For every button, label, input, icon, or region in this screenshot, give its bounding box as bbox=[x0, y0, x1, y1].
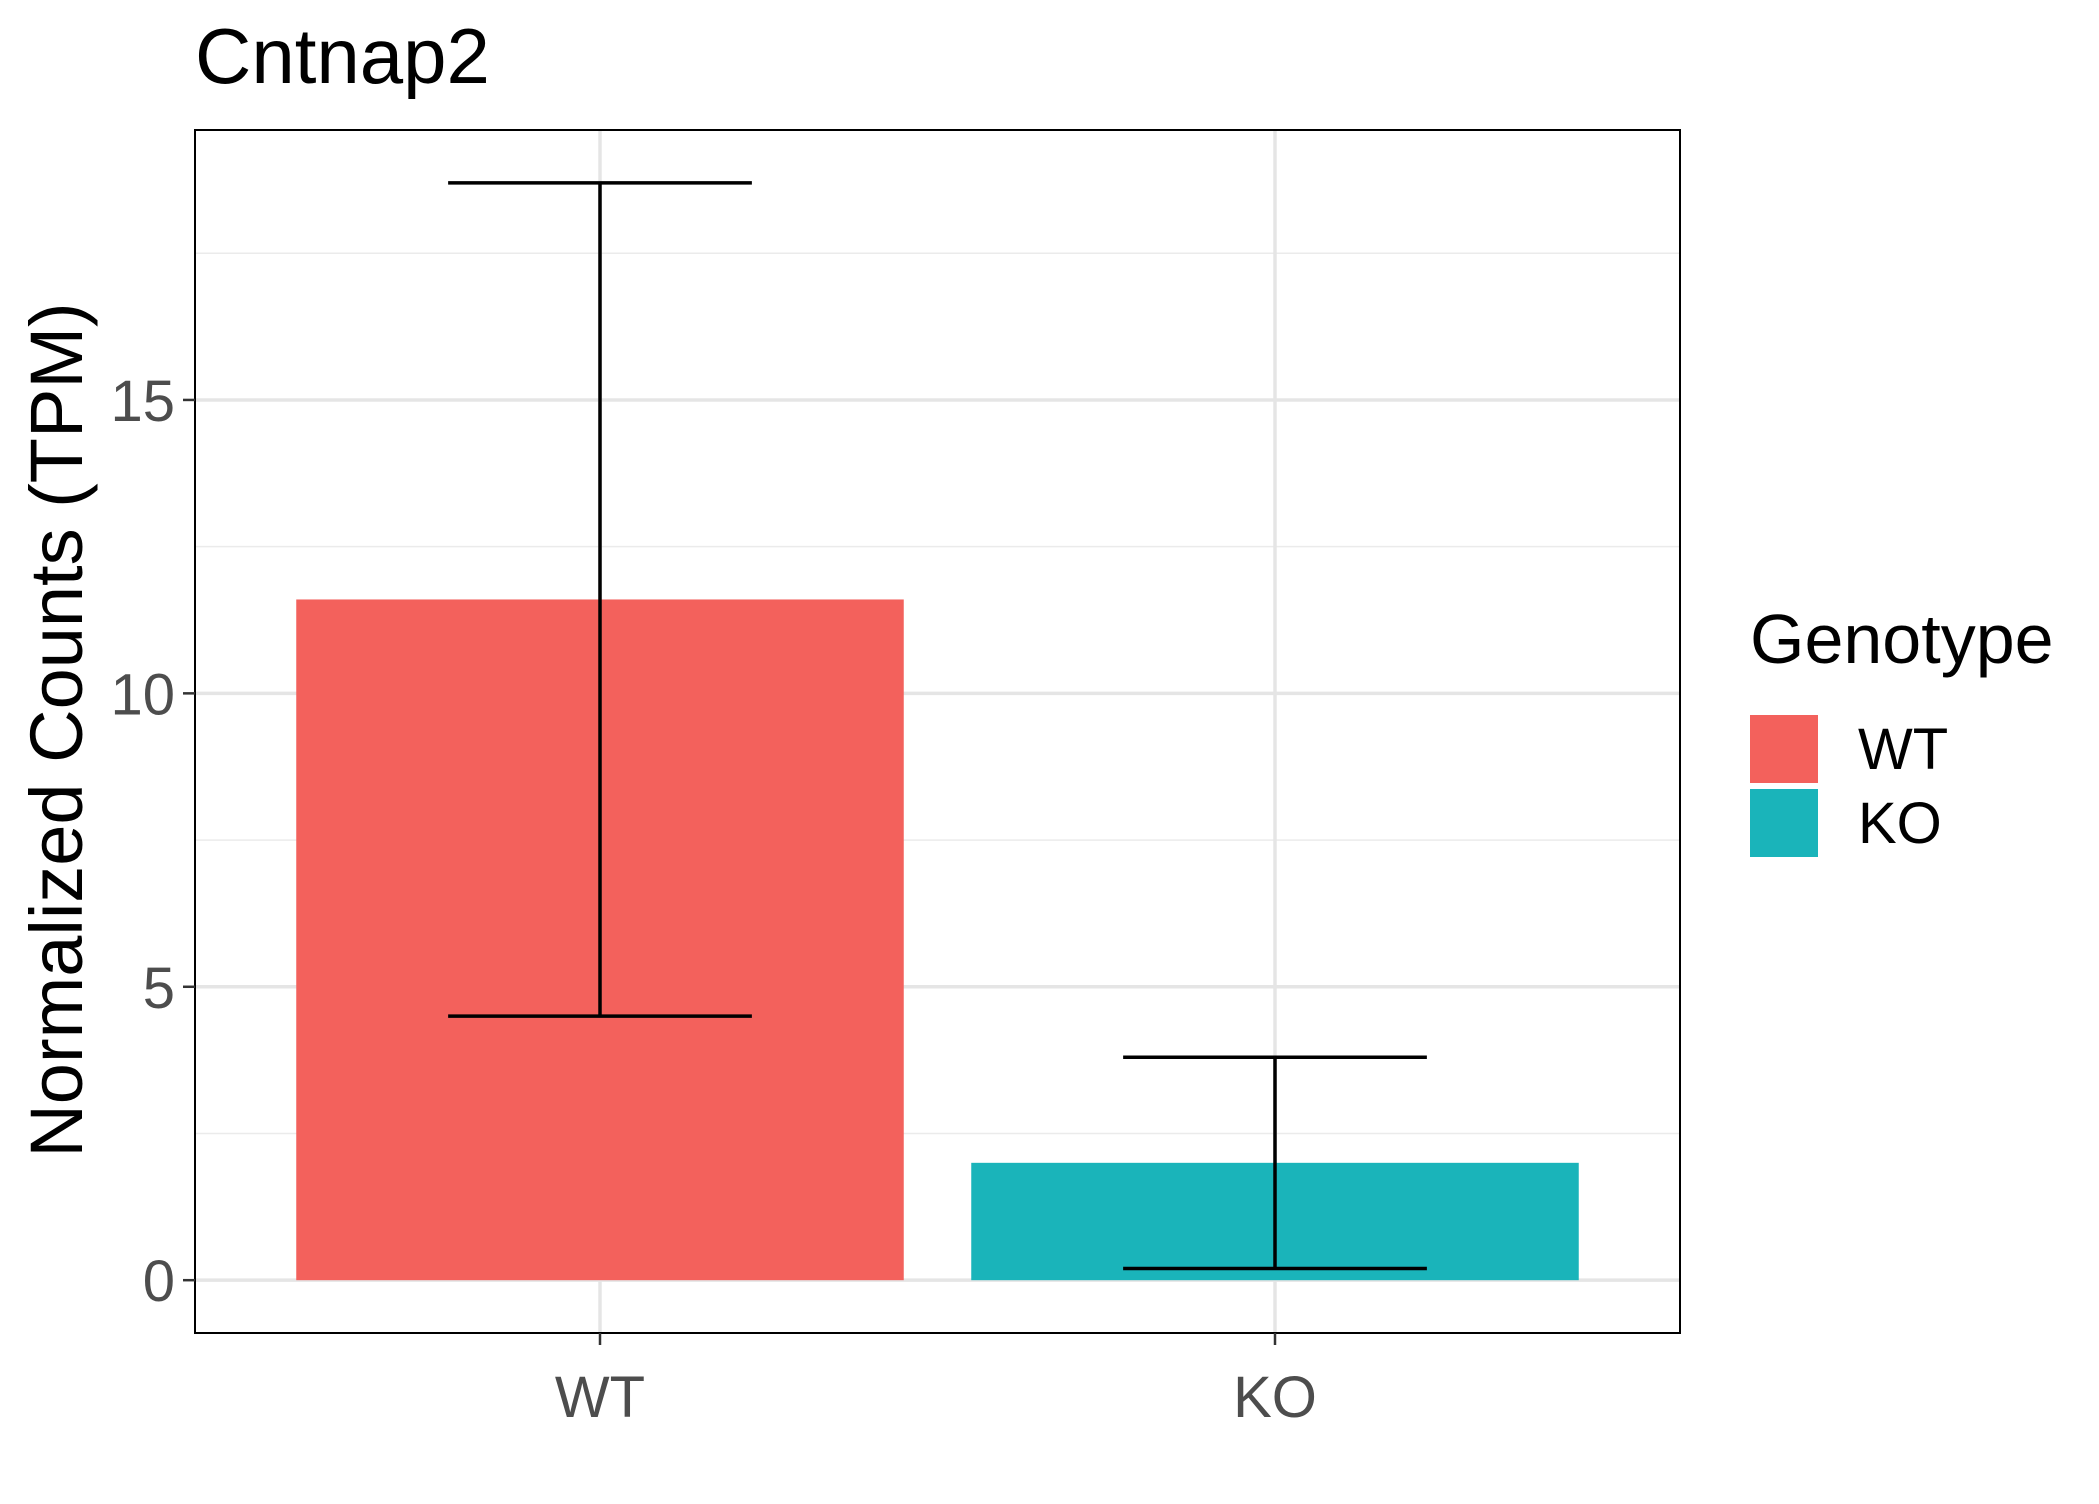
y-tick-label: 10 bbox=[110, 662, 175, 727]
legend: Genotype WT KO bbox=[1750, 600, 2054, 857]
y-tick-label: 0 bbox=[143, 1249, 175, 1314]
plot-panel-border bbox=[194, 129, 1681, 1334]
chart-title: Cntnap2 bbox=[195, 12, 490, 100]
legend-title: Genotype bbox=[1750, 600, 2054, 678]
y-axis-ticks: 0 5 10 15 bbox=[110, 369, 195, 1314]
legend-key-ko bbox=[1750, 789, 1818, 857]
x-tick-label: WT bbox=[555, 1365, 645, 1430]
y-axis-label: Normalized Counts (TPM) bbox=[15, 302, 98, 1157]
error-bars bbox=[448, 181, 1427, 1271]
x-axis-ticks: WT KO bbox=[555, 1333, 1317, 1430]
y-tick-label: 15 bbox=[110, 369, 175, 434]
legend-label-ko: KO bbox=[1858, 791, 1942, 856]
x-tick-label: KO bbox=[1233, 1365, 1317, 1430]
legend-entries: WT KO bbox=[1750, 715, 1948, 857]
y-tick-label: 5 bbox=[143, 956, 175, 1021]
legend-label-wt: WT bbox=[1858, 717, 1948, 782]
legend-key-wt bbox=[1750, 715, 1818, 783]
